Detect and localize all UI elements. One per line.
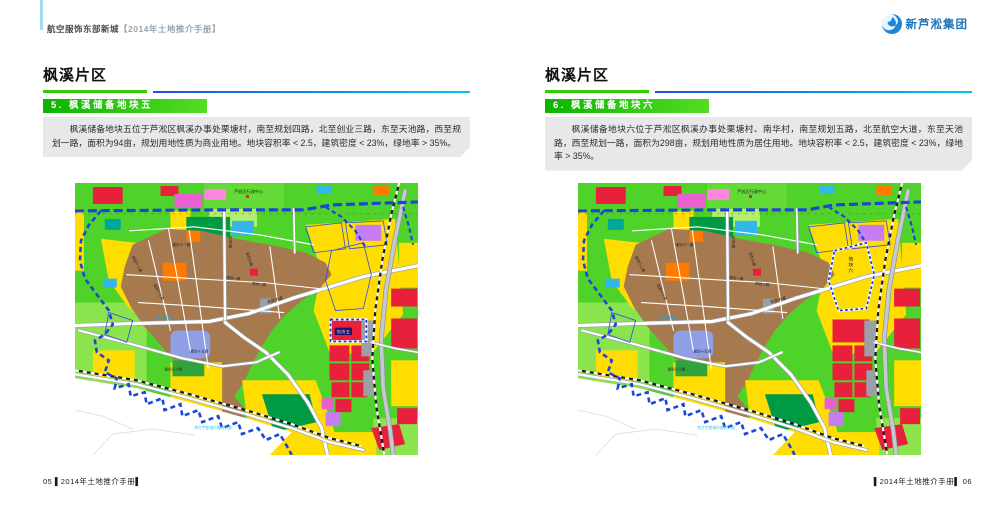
logo-text: 新芦淞集团 [905, 19, 968, 31]
underline-blue-segment [153, 91, 470, 93]
map-label: 规划十五路 [693, 348, 711, 353]
document-title: 航空服饰东部新城【2014年土地推介手册】 [47, 23, 221, 35]
map-label: 南方宇航城市服务大道 [194, 425, 232, 430]
map-label: 规划二路 [252, 281, 267, 288]
district-boundary [75, 200, 418, 213]
page-right: 枫溪片区 6. 枫溪储备地块六 枫溪储备地块六位于芦淞区枫溪办事处栗塘村、南华村… [545, 0, 972, 505]
underline-green-segment [43, 90, 147, 93]
map-label: 规划十一路 [172, 242, 190, 247]
map-label: 规划十六路 [164, 366, 182, 371]
district-boundary [905, 206, 918, 246]
map-label: 航空大道 [157, 314, 173, 319]
map-label: 南方宇航城市服务大道 [697, 425, 735, 430]
map-label: 规划二路 [755, 281, 770, 288]
brand-name: 航空服饰东部新城 [47, 24, 120, 34]
parcel-label-badge [334, 327, 352, 336]
map-label: 航空大道 [770, 295, 787, 304]
land-use-map: 芦淞区行政中心 规划十一路 规划十二路 规划十三路 航空大道 航空大道 规划九路 规划一路 规划… [75, 183, 418, 455]
highlighted-parcel [827, 241, 876, 312]
map-label: 规划十五路 [190, 348, 208, 353]
block-description: 枫溪储备地块六位于芦淞区枫溪办事处栗塘村、南华村，南至规划五路，北至航空大道，东… [545, 117, 972, 171]
footer-left: 05 ▌2014年土地推介手册▌ [43, 477, 142, 486]
district-boundary [578, 200, 921, 213]
map-label: 规划一路 [226, 275, 241, 282]
map-label: 规划一路 [729, 275, 744, 282]
underline-green-segment [545, 90, 649, 93]
map-label: 规划九路 [748, 252, 757, 268]
district-boundary [581, 210, 796, 455]
block-banner: 5. 枫溪储备地块五 [43, 99, 207, 113]
map-label: 航空大道 [267, 295, 284, 304]
map-label: 规划十六路 [667, 366, 685, 371]
page-title: 枫溪片区 [43, 67, 108, 84]
land-use-map-svg: 芦淞区行政中心规划十一路规划十二路规划十三路航空大道航空大道规划九路规划一路规划… [75, 183, 418, 455]
map-label: 芦淞区行政中心 [737, 188, 767, 194]
map-label: 天池路 [229, 236, 233, 249]
handbook-name: 【2014年土地推介手册】 [119, 24, 221, 34]
block-banner: 6. 枫溪储备地块六 [545, 99, 709, 113]
block-description: 枫溪储备地块五位于芦淞区枫溪办事处栗塘村，南至规划四路，北至创业三路，东至天池路… [43, 117, 470, 157]
map-label: 规划九路 [245, 252, 254, 268]
footer-right: ▌2014年土地推介手册▌ 06 [873, 477, 972, 486]
company-logo: 新芦淞集团 [881, 13, 969, 35]
map-label: 地块六 [848, 256, 853, 274]
map-label: 地块五 [336, 328, 350, 335]
page-title: 枫溪片区 [545, 67, 610, 84]
district-boundary [402, 206, 415, 246]
highlighted-parcel [329, 318, 368, 343]
map-label: 规划十一路 [675, 242, 693, 247]
district-boundary [827, 205, 870, 248]
header-accent-bar [40, 0, 43, 30]
map-label: 天池路 [732, 236, 736, 249]
title-underline [43, 90, 470, 94]
district-boundary [78, 210, 293, 455]
map-label: 航空大道 [660, 314, 676, 319]
page-left: 枫溪片区 5. 枫溪储备地块五 枫溪储备地块五位于芦淞区枫溪办事处栗塘村，南至规… [43, 0, 470, 505]
land-use-map-svg: 芦淞区行政中心规划十一路规划十二路规划十三路航空大道航空大道规划九路规划一路规划… [578, 183, 921, 455]
underline-blue-segment [655, 91, 972, 93]
logo-swirl-icon [881, 13, 903, 35]
land-use-map: 芦淞区行政中心 规划十一路 规划十二路 规划十三路 航空大道 航空大道 规划九路 规划一路 规划… [578, 183, 921, 455]
map-label: 芦淞区行政中心 [234, 188, 264, 194]
district-boundary [324, 205, 367, 248]
title-underline [545, 90, 972, 94]
